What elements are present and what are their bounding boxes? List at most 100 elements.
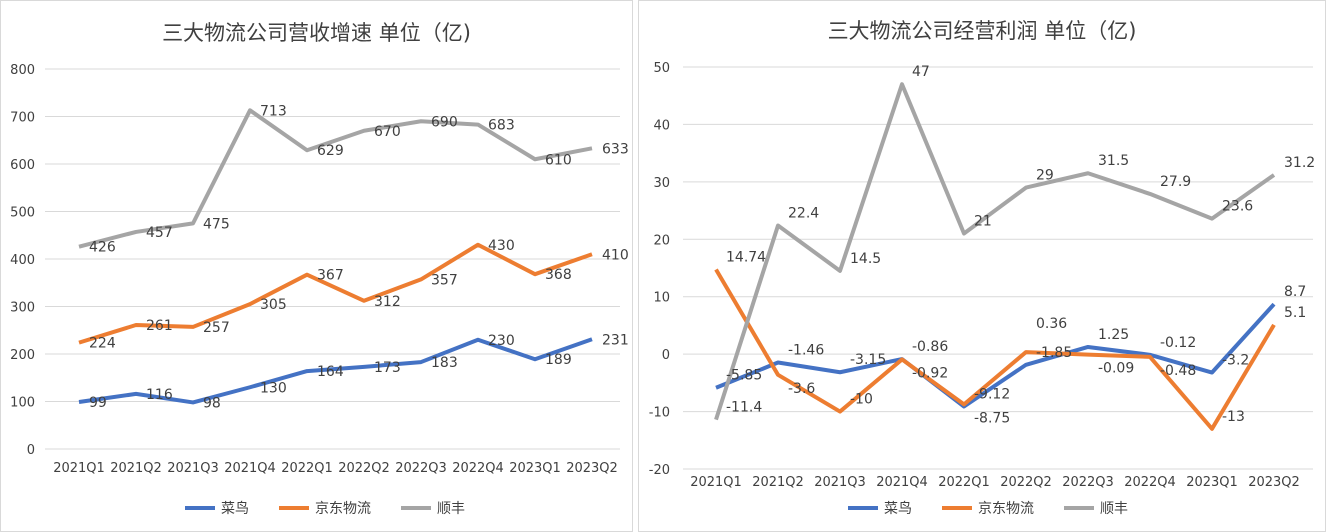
data-label: 257 <box>203 320 230 336</box>
data-label: 430 <box>488 238 515 254</box>
x-tick-label: 2022Q2 <box>1000 475 1052 490</box>
data-label: 670 <box>374 124 401 140</box>
chart-title: 三大物流公司经营利润 单位（亿) <box>828 19 1137 43</box>
legend-label: 京东物流 <box>315 501 371 517</box>
data-label: 231 <box>602 332 629 348</box>
data-label: -9.12 <box>974 387 1010 403</box>
data-label: 130 <box>260 380 287 396</box>
data-label: -3.2 <box>1222 353 1249 369</box>
data-label: 367 <box>317 268 344 284</box>
data-label: 629 <box>317 143 344 159</box>
data-label: 633 <box>602 141 629 157</box>
x-tick-label: 2021Q4 <box>876 475 928 490</box>
y-tick-label: -20 <box>649 463 670 478</box>
legend-label: 顺丰 <box>1100 501 1128 517</box>
x-tick-label: 2022Q1 <box>281 461 333 476</box>
x-tick-label: 2023Q2 <box>566 461 618 476</box>
data-label: 23.6 <box>1222 199 1253 215</box>
data-label: 410 <box>602 247 629 263</box>
chart-title: 三大物流公司营收增速 单位（亿) <box>162 21 471 45</box>
y-tick-label: 700 <box>10 111 35 126</box>
series-line-菜鸟 <box>78 337 593 405</box>
y-tick-label: 100 <box>10 396 35 411</box>
series-line-菜鸟 <box>715 302 1276 409</box>
data-label: 173 <box>374 360 401 376</box>
x-tick-label: 2021Q2 <box>110 461 162 476</box>
y-tick-label: 30 <box>653 176 670 191</box>
data-label: -0.92 <box>912 365 948 381</box>
legend-label: 京东物流 <box>978 501 1034 517</box>
x-tick-label: 2022Q2 <box>338 461 390 476</box>
y-tick-label: 300 <box>10 301 35 316</box>
series-line-顺丰 <box>714 82 1276 421</box>
data-label: 426 <box>89 240 116 256</box>
data-label: -0.48 <box>1160 363 1196 379</box>
data-label: -3.6 <box>788 381 815 397</box>
data-label: -0.86 <box>912 339 948 355</box>
data-label: 183 <box>431 355 458 371</box>
chart-border <box>638 0 1326 532</box>
data-label: 457 <box>146 225 173 241</box>
data-label: 690 <box>431 114 458 130</box>
data-label: 31.2 <box>1284 155 1315 171</box>
x-tick-label: 2022Q1 <box>938 475 990 490</box>
x-tick-label: 2023Q2 <box>1248 475 1300 490</box>
x-tick-label: 2022Q3 <box>395 461 447 476</box>
y-tick-label: 200 <box>10 348 35 363</box>
x-tick-label: 2021Q2 <box>752 475 804 490</box>
y-tick-label: 400 <box>10 253 35 268</box>
x-tick-label: 2023Q1 <box>1186 475 1238 490</box>
y-tick-label: 600 <box>10 158 35 173</box>
x-tick-label: 2021Q3 <box>167 461 219 476</box>
series-line-京东物流 <box>78 242 593 345</box>
data-label: 14.5 <box>850 251 881 267</box>
data-label: 368 <box>545 267 572 283</box>
data-label: 22.4 <box>788 206 819 222</box>
data-label: -1.46 <box>788 343 824 359</box>
series-line-京东物流 <box>714 268 1276 431</box>
data-label: 116 <box>146 387 173 403</box>
data-label: -0.12 <box>1160 335 1196 351</box>
x-tick-label: 2022Q4 <box>1124 475 1176 490</box>
legend-label: 菜鸟 <box>884 501 912 517</box>
y-tick-label: 50 <box>653 61 670 76</box>
data-label: 683 <box>488 118 515 134</box>
legend-label: 菜鸟 <box>221 501 249 517</box>
data-label: 47 <box>912 64 930 80</box>
x-tick-label: 2021Q4 <box>224 461 276 476</box>
x-tick-label: 2023Q1 <box>509 461 561 476</box>
revenue-chart: 三大物流公司营收增速 单位（亿) 0 100 200 300 400 500 600 700 80… <box>0 0 633 532</box>
y-tick-label: -10 <box>649 406 670 421</box>
data-label: -5.85 <box>726 368 762 384</box>
data-label: 5.1 <box>1284 305 1306 321</box>
data-label: -0.09 <box>1098 361 1134 377</box>
data-label: 14.74 <box>726 249 766 265</box>
x-tick-label: 2021Q1 <box>53 461 105 476</box>
y-tick-label: 500 <box>10 206 35 221</box>
data-label: 305 <box>260 297 287 313</box>
y-tick-label: 0 <box>27 443 35 458</box>
data-label: 224 <box>89 336 116 352</box>
data-label: -11.4 <box>726 400 762 416</box>
data-label: 230 <box>488 333 515 349</box>
y-tick-label: 20 <box>653 233 670 248</box>
y-tick-label: 800 <box>10 63 35 78</box>
data-label: 29 <box>1036 168 1054 184</box>
data-label: 357 <box>431 272 458 288</box>
data-label: 312 <box>374 294 401 310</box>
data-label: -1.85 <box>1036 345 1072 361</box>
data-label: 261 <box>146 318 173 334</box>
x-tick-label: 2022Q3 <box>1062 475 1114 490</box>
profit-chart: 三大物流公司经营利润 单位（亿) -20 -10 0 10 20 30 40 50 2021Q1 2… <box>638 0 1326 532</box>
x-tick-label: 2022Q4 <box>452 461 504 476</box>
data-label: 164 <box>317 364 344 380</box>
y-tick-label: 0 <box>662 348 670 363</box>
y-tick-label: 10 <box>653 291 670 306</box>
data-label: 21 <box>974 214 992 230</box>
data-label: 713 <box>260 103 287 119</box>
data-label: 8.7 <box>1284 284 1306 300</box>
data-label: -13 <box>1222 409 1245 425</box>
data-label: -3.15 <box>850 352 886 368</box>
chart-border <box>0 0 633 532</box>
